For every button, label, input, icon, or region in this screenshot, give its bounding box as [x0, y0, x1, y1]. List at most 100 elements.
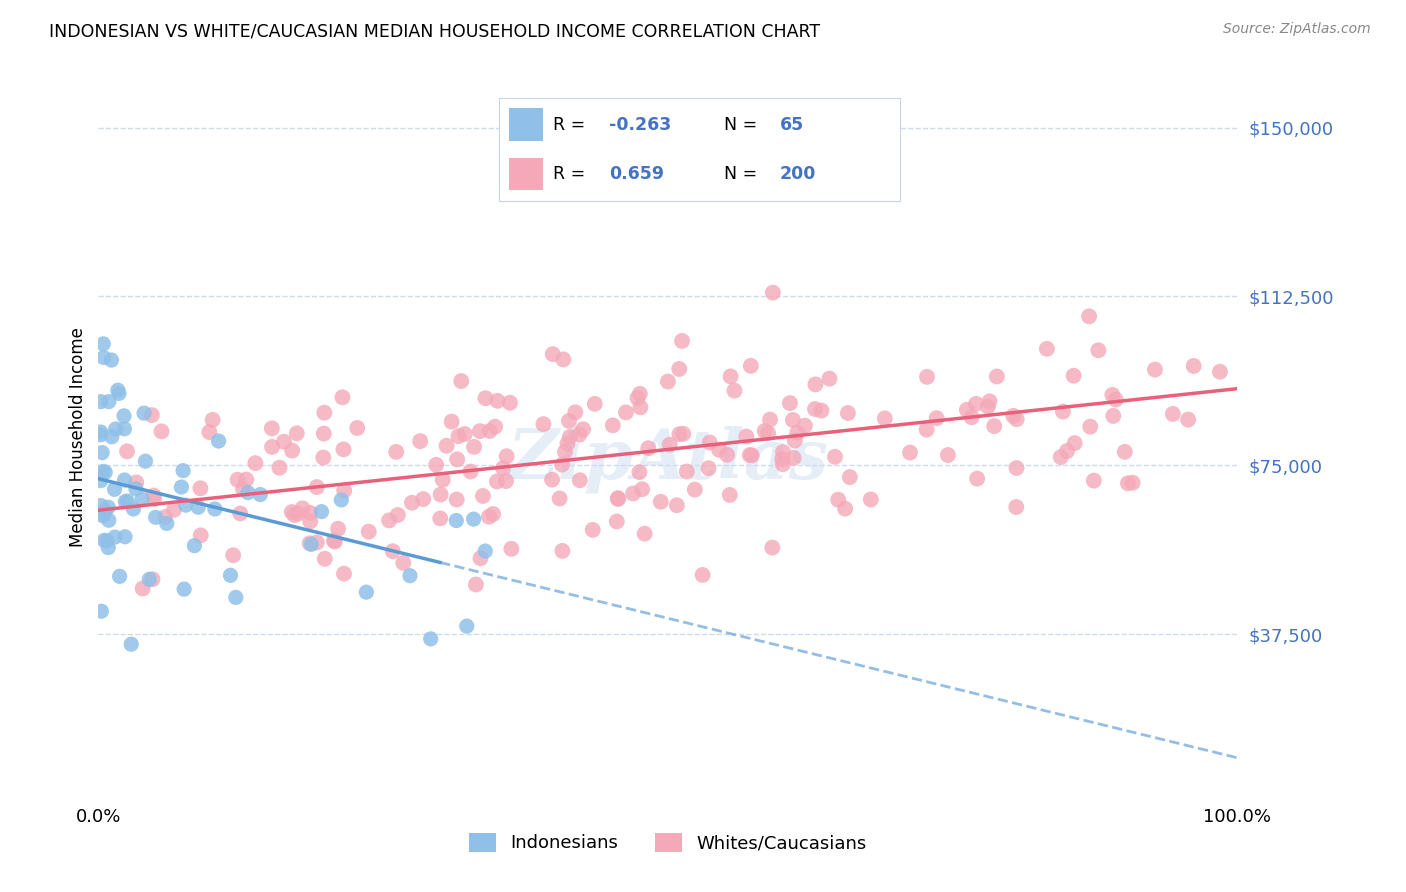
Point	[96, 533, 118, 548]
Point	[142, 489, 165, 503]
Point	[305, 535, 328, 549]
Point	[131, 492, 153, 507]
Bar	[509, 108, 543, 141]
Point	[482, 507, 505, 521]
Point	[554, 445, 576, 459]
Point	[541, 347, 564, 361]
Point	[668, 362, 690, 376]
Point	[793, 418, 815, 433]
Text: R =: R =	[553, 165, 585, 183]
Point	[446, 452, 468, 467]
Point	[97, 394, 120, 409]
Point	[501, 541, 523, 556]
Point	[90, 499, 112, 513]
Point	[108, 386, 131, 401]
Point	[1101, 388, 1123, 402]
Point	[740, 359, 762, 373]
Legend: Indonesians, Whites/Caucasians: Indonesians, Whites/Caucasians	[463, 826, 873, 860]
Point	[108, 569, 131, 583]
Point	[553, 352, 575, 367]
Point	[425, 458, 447, 472]
Point	[464, 577, 486, 591]
Point	[332, 442, 354, 457]
Point	[93, 351, 115, 365]
Point	[966, 472, 988, 486]
Point	[104, 422, 127, 436]
Point	[804, 377, 827, 392]
Point	[738, 448, 761, 462]
Point	[564, 405, 586, 419]
Point	[925, 411, 948, 425]
Point	[614, 405, 637, 419]
Point	[1005, 500, 1028, 514]
Point	[322, 533, 344, 548]
Point	[170, 480, 193, 494]
Point	[551, 458, 574, 472]
Point	[983, 419, 1005, 434]
Point	[90, 427, 112, 442]
Point	[568, 473, 591, 487]
Point	[283, 508, 305, 522]
Point	[977, 400, 1000, 414]
Text: 65: 65	[779, 116, 804, 134]
Point	[387, 508, 409, 522]
Point	[378, 513, 401, 527]
Point	[1161, 407, 1184, 421]
Point	[541, 473, 564, 487]
Point	[245, 456, 267, 470]
Point	[145, 510, 167, 524]
Point	[818, 371, 841, 385]
Point	[1122, 475, 1144, 490]
Point	[183, 539, 205, 553]
Text: N =: N =	[724, 165, 756, 183]
Point	[1063, 436, 1085, 450]
Point	[472, 489, 495, 503]
Point	[582, 523, 605, 537]
Point	[1056, 444, 1078, 458]
Point	[650, 495, 672, 509]
Point	[112, 409, 135, 423]
Point	[314, 551, 336, 566]
Point	[551, 544, 574, 558]
Point	[1052, 404, 1074, 418]
Point	[450, 374, 472, 388]
Point	[474, 391, 496, 405]
Point	[333, 566, 356, 581]
Point	[979, 394, 1001, 409]
Point	[281, 443, 304, 458]
Point	[399, 568, 422, 582]
Point	[187, 500, 209, 515]
Point	[486, 393, 509, 408]
Point	[409, 434, 432, 449]
Point	[716, 448, 738, 462]
Point	[824, 450, 846, 464]
Point	[720, 369, 742, 384]
Point	[1083, 474, 1105, 488]
Point	[312, 426, 335, 441]
Point	[401, 496, 423, 510]
Point	[735, 429, 758, 443]
Point	[356, 585, 378, 599]
Point	[1182, 359, 1205, 373]
Point	[229, 507, 252, 521]
Point	[114, 494, 136, 508]
Text: ZipAtlas: ZipAtlas	[508, 425, 828, 492]
Point	[172, 464, 194, 478]
Point	[299, 506, 322, 520]
Point	[658, 437, 681, 451]
Point	[761, 541, 783, 555]
Point	[357, 524, 380, 539]
Point	[392, 556, 415, 570]
Point	[783, 434, 806, 448]
Point	[100, 353, 122, 368]
Point	[115, 444, 138, 458]
Point	[633, 526, 655, 541]
Point	[718, 488, 741, 502]
Point	[1078, 419, 1101, 434]
Point	[419, 632, 441, 646]
Point	[281, 505, 304, 519]
Point	[741, 448, 763, 462]
Point	[1036, 342, 1059, 356]
Point	[260, 440, 283, 454]
Y-axis label: Median Household Income: Median Household Income	[69, 327, 87, 547]
